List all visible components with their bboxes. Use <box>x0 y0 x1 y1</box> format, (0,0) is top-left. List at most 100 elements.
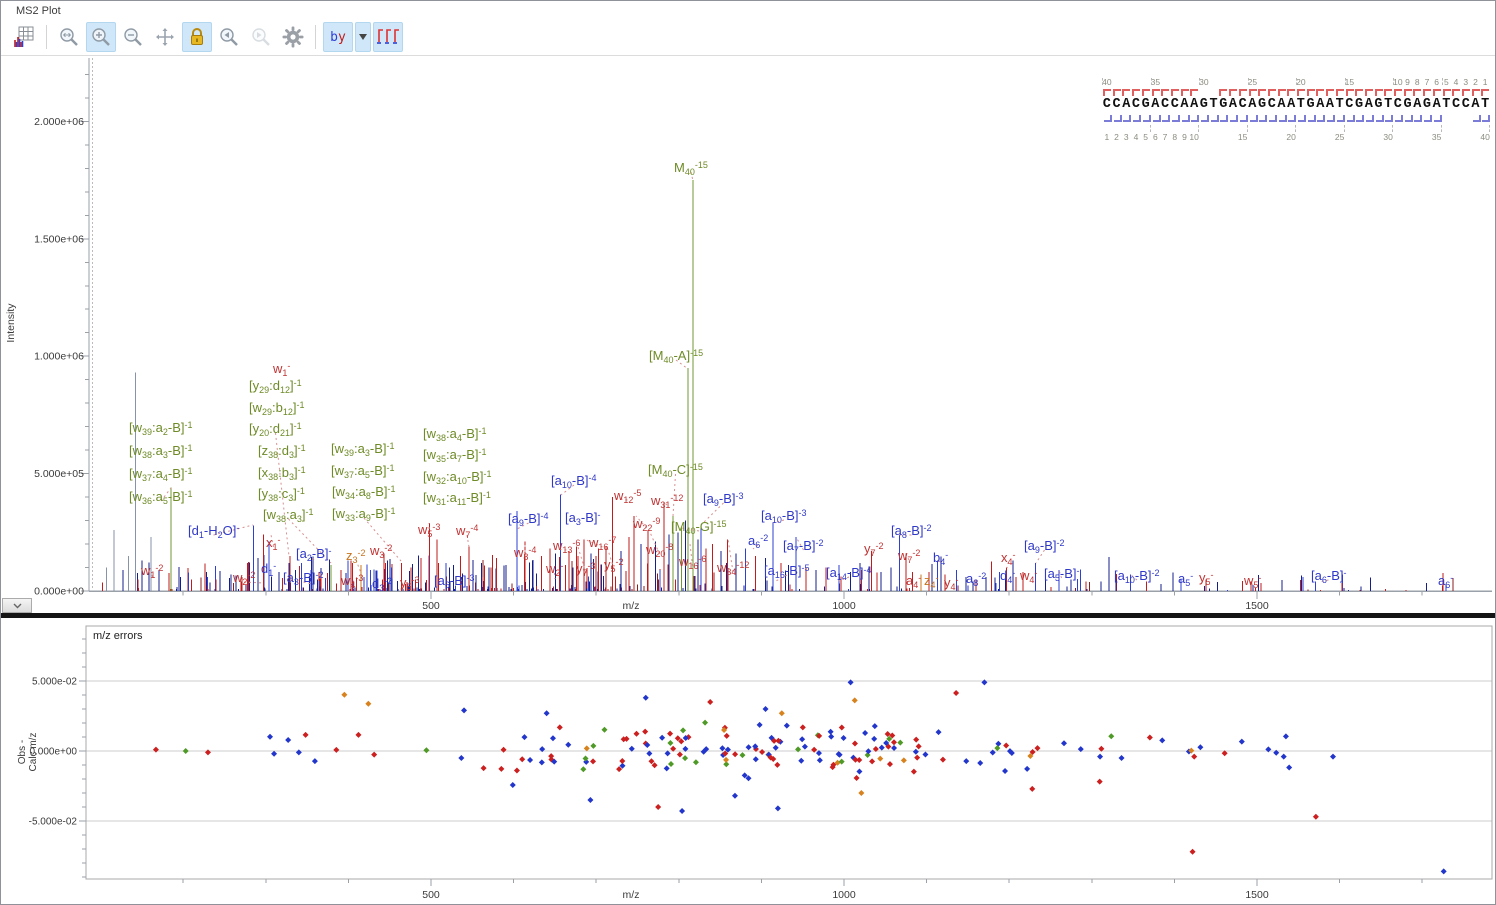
sequence-position-number: 40 <box>1480 132 1490 142</box>
red-fragment-mark <box>1326 89 1335 96</box>
blue-fragment-mark <box>1210 115 1219 122</box>
ruler-tick <box>1344 78 1347 85</box>
red-fragment-mark <box>1403 89 1412 96</box>
zoom-out-button[interactable] <box>118 22 148 52</box>
blue-fragment-mark <box>1171 115 1180 122</box>
blue-fragment-mark <box>1298 115 1306 122</box>
red-fragment-mark <box>1432 89 1441 96</box>
sequence-top-ruler: 40 35 30 25 20 15 10 9 8 7 6 5 4 3 2 1 <box>1102 77 1494 87</box>
sequence-base: G <box>1141 97 1150 112</box>
chevron-down-icon <box>359 34 367 40</box>
sequence-base: T <box>1442 97 1451 112</box>
red-fragment-mark <box>1267 89 1276 96</box>
blue-fragment-mark <box>1317 115 1326 122</box>
sequence-base: C <box>1131 97 1140 112</box>
main-y-axis-title: Intensity <box>5 303 17 343</box>
sequence-base: A <box>1248 97 1257 112</box>
ruler-tick <box>1150 78 1153 85</box>
sequence-position-number: 2 <box>1114 132 1119 142</box>
zoom-previous-button[interactable] <box>214 22 244 52</box>
zoom-out-icon <box>124 28 142 46</box>
ruler-tick <box>1149 125 1152 132</box>
tick-label: 1500 <box>1245 600 1269 612</box>
blue-fragment-mark <box>1433 115 1442 122</box>
sequence-position-number: 15 <box>1344 77 1355 87</box>
sequence-base: G <box>1403 97 1412 112</box>
sequence-position-number: 10 <box>1393 77 1403 87</box>
red-fragment-mark <box>1461 89 1470 96</box>
sequence-base: C <box>1238 97 1247 112</box>
sequence-base: C <box>1393 97 1402 112</box>
blue-fragment-mark <box>1152 115 1161 122</box>
sequence-base: C <box>1102 97 1111 112</box>
blue-fragment-mark <box>1133 115 1142 122</box>
red-fragment-mark <box>1364 89 1373 96</box>
red-fragment-mark <box>1345 89 1354 96</box>
fragment-marks-button[interactable] <box>373 22 403 52</box>
sequence-base: A <box>1122 97 1131 112</box>
blue-fragment-mark <box>1395 115 1403 122</box>
panel-title: MS2 Plot <box>16 5 61 17</box>
sequence-base: T <box>1481 97 1490 112</box>
collapse-panel-button[interactable] <box>2 598 32 613</box>
ion-type-dropdown-button[interactable] <box>355 22 371 52</box>
red-fragment-mark <box>1132 89 1141 96</box>
sequence-position-number: 30 <box>1199 77 1209 87</box>
red-fragment-mark <box>1141 89 1150 96</box>
ruler-tick <box>1102 78 1104 85</box>
sequence-position-number: 3 <box>1463 77 1469 87</box>
blue-fragment-mark <box>1181 115 1190 122</box>
blue-fragment-mark <box>1375 115 1384 122</box>
tick-label: 5.000e-02 <box>32 677 77 688</box>
sequence-base: C <box>1160 97 1170 112</box>
tick-label: 5.000e+05 <box>34 468 84 480</box>
ruler-tick <box>1393 78 1395 85</box>
sequence-red-fragment-marks <box>1102 88 1494 96</box>
settings-button[interactable] <box>278 22 308 52</box>
pan-button[interactable] <box>150 22 180 52</box>
sequence-base: A <box>1151 97 1160 112</box>
red-fragment-mark <box>1258 89 1267 96</box>
main-axis-labels: 0.000e+00 5.000e+05 1.000e+06 1.500e+06 2.00… <box>34 116 1269 612</box>
sequence-position-number: 25 <box>1247 77 1258 87</box>
lock-button[interactable] <box>182 22 212 52</box>
red-fragment-mark <box>1170 89 1179 96</box>
sequence-base: T <box>1209 97 1218 112</box>
blue-fragment-mark <box>1414 115 1423 122</box>
blue-fragment-mark <box>1307 115 1316 122</box>
red-fragment-mark <box>1219 89 1228 96</box>
spectrum-table-button[interactable] <box>9 22 39 52</box>
sequence-base: A <box>1180 97 1189 112</box>
red-fragment-mark <box>1452 89 1461 96</box>
sequence-base: T <box>1384 97 1393 112</box>
zoom-fit-button[interactable] <box>54 22 84 52</box>
red-fragment-mark <box>1384 89 1393 96</box>
sequence-base: A <box>1432 97 1441 112</box>
red-fragment-mark <box>1180 89 1189 96</box>
panel-splitter[interactable] <box>1 613 1495 618</box>
sequence-bottom-ruler: 1 2 3 4 5 6 7 8 9 10 15 20 25 30 35 40 <box>1102 125 1494 142</box>
error-plot-title: m/z errors <box>93 630 143 642</box>
red-fragment-mark <box>1161 89 1170 96</box>
sequence-base: G <box>1257 97 1267 112</box>
zoom-in-button[interactable] <box>86 22 116 52</box>
sequence-position-number: 9 <box>1405 77 1410 87</box>
blue-fragment-mark <box>1249 115 1258 122</box>
sequence-position-number: 6 <box>1152 132 1158 142</box>
blue-fragment-mark <box>1336 115 1345 122</box>
sequence-base: C <box>1461 97 1470 112</box>
zoom-next-button[interactable] <box>246 22 276 52</box>
sequence-position-number: 8 <box>1172 132 1178 142</box>
red-fragment-mark <box>1481 89 1490 96</box>
error-points <box>152 679 1447 875</box>
sequence-base: T <box>1335 97 1344 112</box>
tick-label: 2.000e+06 <box>34 116 84 128</box>
sequence-position-number: 6 <box>1434 77 1440 87</box>
leader-lines <box>151 171 1447 586</box>
ruler-tick <box>1198 125 1200 132</box>
gear-icon <box>282 26 304 48</box>
sequence-base: G <box>1354 97 1364 112</box>
red-fragment-mark <box>1248 89 1257 96</box>
